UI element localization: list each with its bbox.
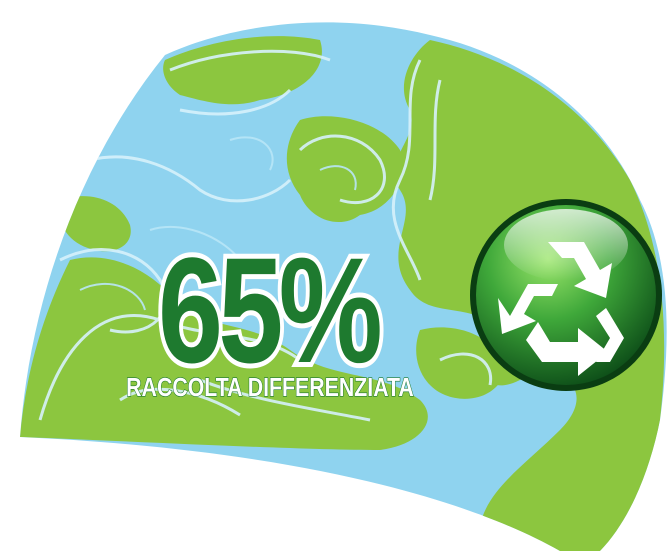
recycle-badge (470, 199, 662, 391)
headline-percentage: 65% (158, 226, 381, 394)
recycle-icon (498, 242, 624, 376)
headline-caption: RACCOLTA DIFFERENZIATA (126, 373, 414, 403)
